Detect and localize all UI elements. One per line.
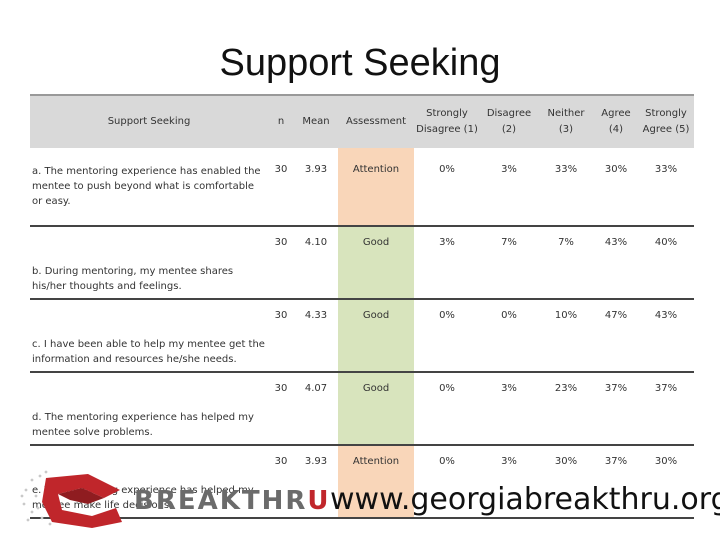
n-value: 30 xyxy=(268,299,294,373)
question-text: d. The mentoring experience has helped m… xyxy=(30,372,268,446)
header-agree: Agree (4) xyxy=(594,94,638,148)
header-strongly-agree: Strongly Agree (5) xyxy=(638,94,694,148)
table-row: a. The mentoring experience has enabled … xyxy=(30,148,694,227)
table-row: c. I have been able to help my mentee ge… xyxy=(30,299,694,373)
strongly-disagree-value: 0% xyxy=(414,372,480,446)
mean-value: 3.93 xyxy=(294,148,338,227)
disagree-value: 7% xyxy=(480,226,538,300)
strongly-disagree-value: 0% xyxy=(414,299,480,373)
assessment-value: Good xyxy=(338,372,414,446)
strongly-disagree-value: 0% xyxy=(414,148,480,227)
mean-value: 4.07 xyxy=(294,372,338,446)
website-url: www.georgiabreakthru.org xyxy=(330,482,720,517)
mean-value: 4.33 xyxy=(294,299,338,373)
agree-value: 37% xyxy=(594,372,638,446)
assessment-value: Good xyxy=(338,299,414,373)
mean-value: 3.93 xyxy=(294,445,338,519)
agree-value: 37% xyxy=(594,445,638,519)
header-neither: Neither (3) xyxy=(538,94,594,148)
breakthru-logo-text: BREAKTHRU xyxy=(134,486,331,516)
neither-value: 33% xyxy=(538,148,594,227)
header-assessment: Assessment xyxy=(338,94,414,148)
assessment-value: Attention xyxy=(338,445,414,519)
n-value: 30 xyxy=(268,148,294,227)
assessment-value: Attention xyxy=(338,148,414,227)
question-text: c. I have been able to help my mentee ge… xyxy=(30,299,268,373)
strongly-disagree-value: 0% xyxy=(414,445,480,519)
support-seeking-table: Support Seeking n Mean Assessment Strong… xyxy=(30,94,694,519)
neither-value: 23% xyxy=(538,372,594,446)
agree-value: 30% xyxy=(594,148,638,227)
table-row: e. The mentoring experience has helped m… xyxy=(30,445,694,519)
strongly-disagree-value: 3% xyxy=(414,226,480,300)
disagree-value: 3% xyxy=(480,372,538,446)
header-strongly-disagree: Strongly Disagree (1) xyxy=(414,94,480,148)
disagree-value: 3% xyxy=(480,148,538,227)
neither-value: 30% xyxy=(538,445,594,519)
table-row: d. The mentoring experience has helped m… xyxy=(30,372,694,446)
n-value: 30 xyxy=(268,226,294,300)
question-text: a. The mentoring experience has enabled … xyxy=(30,148,268,227)
header-disagree: Disagree (2) xyxy=(480,94,538,148)
table-header-row: Support Seeking n Mean Assessment Strong… xyxy=(30,94,694,148)
page-title: Support Seeking xyxy=(219,42,501,84)
n-value: 30 xyxy=(268,372,294,446)
neither-value: 7% xyxy=(538,226,594,300)
n-value: 30 xyxy=(268,445,294,519)
agree-value: 47% xyxy=(594,299,638,373)
table-row: b. During mentoring, my mentee shares hi… xyxy=(30,226,694,300)
strongly-agree-value: 37% xyxy=(638,372,694,446)
neither-value: 10% xyxy=(538,299,594,373)
header-n: n xyxy=(268,94,294,148)
strongly-agree-value: 40% xyxy=(638,226,694,300)
disagree-value: 0% xyxy=(480,299,538,373)
disagree-value: 3% xyxy=(480,445,538,519)
agree-value: 43% xyxy=(594,226,638,300)
strongly-agree-value: 30% xyxy=(638,445,694,519)
header-question: Support Seeking xyxy=(30,94,268,148)
breakthru-logo-icon xyxy=(20,470,122,528)
strongly-agree-value: 43% xyxy=(638,299,694,373)
header-mean: Mean xyxy=(294,94,338,148)
mean-value: 4.10 xyxy=(294,226,338,300)
question-text: b. During mentoring, my mentee shares hi… xyxy=(30,226,268,300)
assessment-value: Good xyxy=(338,226,414,300)
strongly-agree-value: 33% xyxy=(638,148,694,227)
